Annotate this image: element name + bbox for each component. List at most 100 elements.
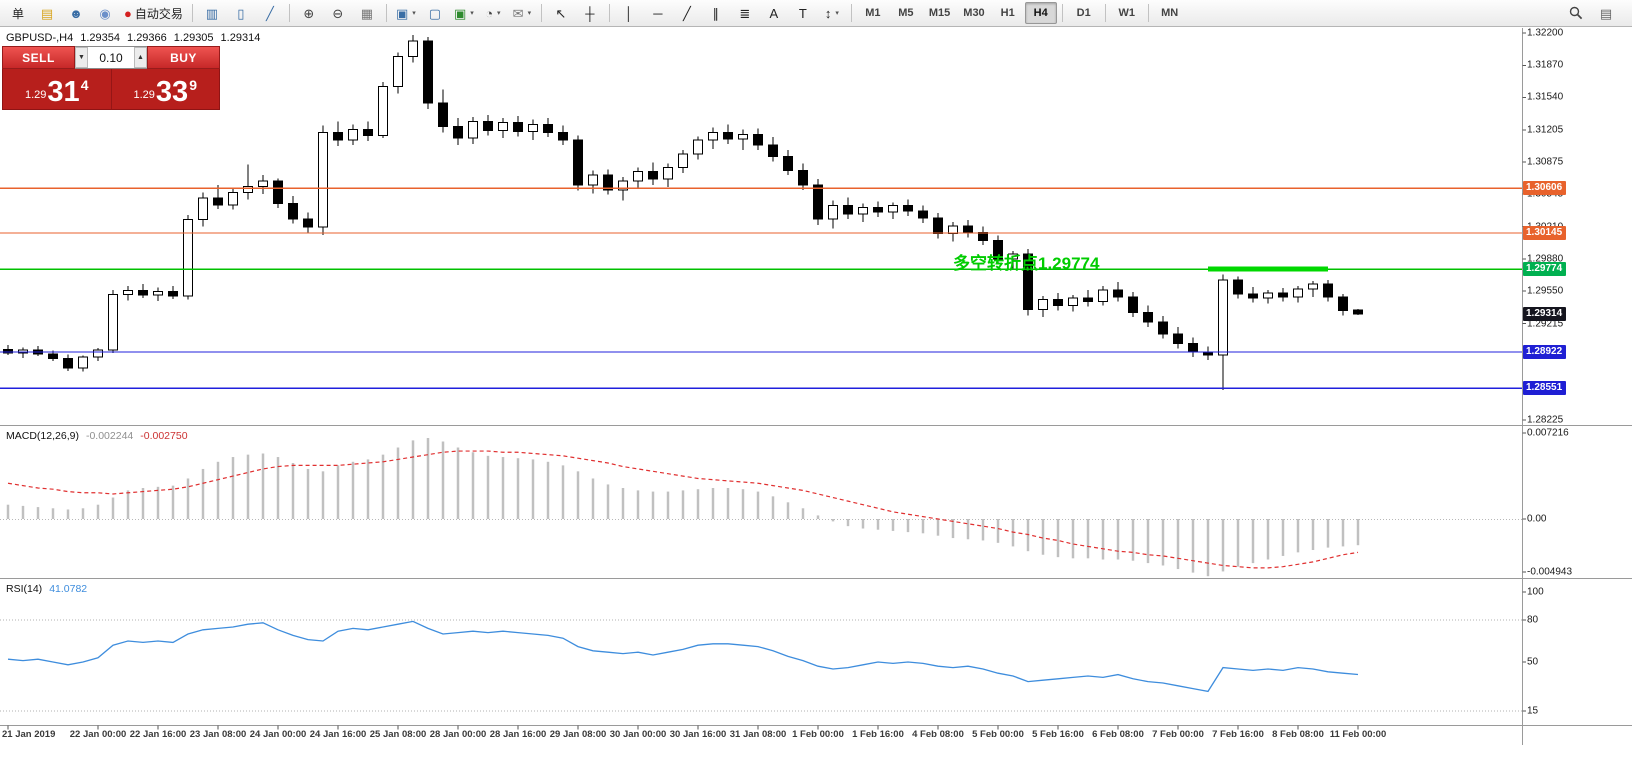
timeframe-m15[interactable]: M15 (928, 7, 951, 19)
vertical-line-button[interactable]: │ (615, 1, 643, 25)
buy-price[interactable]: 1.29 33 9 (133, 76, 197, 109)
label-icon: T (798, 5, 807, 21)
profile-button[interactable]: ☻ (62, 1, 90, 25)
sell-button[interactable]: SELL (2, 46, 75, 69)
clock-icon: ◔ (485, 5, 494, 21)
toolbar-separator (385, 4, 387, 22)
time-axis-label: 23 Jan 08:00 (189, 729, 247, 740)
price-axis-label: 1.32200 (1527, 27, 1564, 39)
text-label-button[interactable]: T (789, 1, 817, 25)
timeframe-h4[interactable]: H4 (1024, 2, 1057, 24)
price-axis-label: 1.29215 (1527, 318, 1564, 330)
about-button[interactable]: ◉ (91, 1, 119, 25)
time-axis-label: 21 Jan 2019 (2, 729, 56, 740)
vertical-line-icon: │ (624, 5, 633, 21)
timeframe-mn[interactable]: MN (1161, 7, 1179, 19)
charts-folder-button[interactable]: ▤ (33, 1, 61, 25)
channel-button[interactable]: ∥ (702, 1, 730, 25)
crosshair-button[interactable]: ┼ (576, 1, 604, 25)
price-axis-label: 1.31540 (1527, 91, 1564, 103)
line-chart-button[interactable]: ╱ (256, 1, 284, 25)
volume-control: ▼ ▲ (75, 46, 147, 69)
time-axis-label: 22 Jan 00:00 (69, 729, 127, 740)
macd-axis-label: -0.004943 (1527, 566, 1573, 578)
new-order-button[interactable]: 单 (4, 1, 32, 25)
dropdown-caret-icon: ▾ (470, 10, 474, 17)
time-axis-label: 22 Jan 16:00 (129, 729, 187, 740)
volume-input[interactable] (88, 47, 134, 68)
data-window-button[interactable]: ▤ (1592, 1, 1620, 25)
rsi-panel (0, 619, 1522, 712)
toolbar-right-group: ▤ (1562, 1, 1628, 25)
rsi-indicator-label: RSI(14) 41.0782 (6, 583, 88, 595)
price-axis-label: 1.31205 (1527, 124, 1564, 136)
list-icon: ▤ (1599, 5, 1613, 21)
pivot-badge: 1.29774 (1523, 262, 1567, 277)
tile-windows-button[interactable]: ▦ (353, 1, 381, 25)
rsi-axis-label: 50 (1527, 656, 1539, 668)
time-axis-label: 24 Jan 00:00 (249, 729, 307, 740)
pivot-highlight-segment (1208, 266, 1328, 272)
magnifier-icon (1569, 6, 1583, 20)
new-chart-icon: ▢ (428, 5, 442, 21)
user-icon: ☻ (69, 5, 83, 21)
time-axis-label: 25 Jan 08:00 (369, 729, 427, 740)
toolbar-separator (540, 4, 542, 22)
text-button[interactable]: A (760, 1, 788, 25)
bar-chart-icon: ▥ (205, 5, 219, 21)
toolbar-separator (1104, 4, 1106, 22)
resistance-badge-lower: 1.30145 (1523, 226, 1567, 241)
sell-price[interactable]: 1.29 31 4 (3, 69, 112, 109)
panel-separators (0, 28, 1632, 745)
autotrading-button[interactable]: ● 自动交易 (120, 1, 187, 25)
rsi-axis-label: 15 (1527, 705, 1539, 717)
candles-layer (3, 35, 1363, 391)
macd-panel (0, 437, 1522, 577)
ohlc-close: 1.29314 (220, 32, 261, 44)
time-axis-label: 28 Jan 00:00 (429, 729, 487, 740)
periods-button[interactable]: ◔ ▾ (479, 1, 507, 25)
arrows-button[interactable]: ↕ ▾ (818, 1, 846, 25)
charts-list-button[interactable]: ▣ ▾ (392, 1, 420, 25)
price-axis-label: 1.29550 (1527, 285, 1564, 297)
volume-dropdown-icon[interactable]: ▼ (75, 47, 88, 68)
timeframe-m1[interactable]: M1 (865, 7, 881, 19)
channel-icon: ∥ (712, 5, 720, 21)
candlestick-chart-button[interactable]: ▯ (227, 1, 255, 25)
buy-button[interactable]: BUY (147, 46, 220, 69)
new-chart-button[interactable]: ▢ (421, 1, 449, 25)
macd-indicator-label: MACD(12,26,9) -0.002244 -0.002750 (6, 430, 188, 442)
timeframe-h1[interactable]: H1 (1000, 7, 1015, 19)
bar-chart-button[interactable]: ▥ (198, 1, 226, 25)
trendline-button[interactable]: ╱ (673, 1, 701, 25)
symbol-ohlc-header: GBPUSD-,H4 1.29354 1.29366 1.29305 1.293… (6, 32, 260, 44)
chart-canvas[interactable] (0, 28, 1632, 745)
timeframe-d1[interactable]: D1 (1076, 7, 1091, 19)
text-icon: A (769, 5, 779, 21)
time-axis-label: 6 Feb 08:00 (1092, 729, 1144, 740)
time-axis-label: 5 Feb 00:00 (972, 729, 1024, 740)
timeframe-w1[interactable]: W1 (1118, 7, 1135, 19)
timeframe-m30[interactable]: M30 (963, 7, 985, 19)
new-order-button-label: 单 (11, 6, 24, 21)
expert-advisors-button[interactable]: ▣ ▾ (450, 1, 478, 25)
info-icon: ◉ (99, 5, 111, 21)
zoom-in-button[interactable]: ⊕ (295, 1, 323, 25)
arrows-icon: ↕ (824, 5, 832, 21)
time-axis-label: 28 Jan 16:00 (489, 729, 547, 740)
horizontal-line-icon: ─ (653, 5, 663, 21)
fibonacci-button[interactable]: ≣ (731, 1, 759, 25)
timeframe-m5[interactable]: M5 (898, 7, 914, 19)
template-icon: ✉ (512, 5, 524, 21)
zoom-out-button[interactable]: ⊖ (324, 1, 352, 25)
time-axis-label: 8 Feb 08:00 (1272, 729, 1324, 740)
templates-button[interactable]: ✉ ▾ (508, 1, 536, 25)
cursor-button[interactable]: ↖ (547, 1, 575, 25)
search-symbols-button[interactable] (1562, 1, 1590, 25)
volume-up-icon[interactable]: ▲ (134, 47, 147, 68)
ohlc-open: 1.29354 (80, 32, 121, 44)
time-axis-label: 5 Feb 16:00 (1032, 729, 1084, 740)
cursor-icon: ↖ (555, 5, 567, 21)
horizontal-line-button[interactable]: ─ (644, 1, 672, 25)
